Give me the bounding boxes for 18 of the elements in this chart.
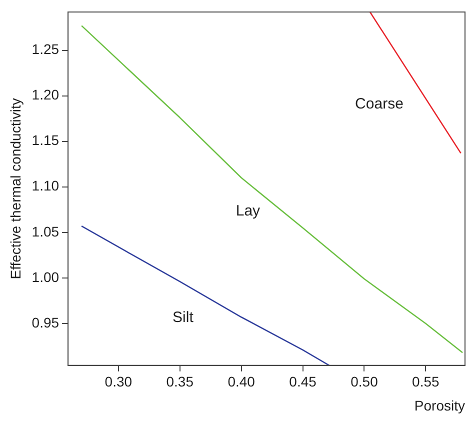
series-label: Coarse (355, 96, 404, 113)
x-tick-label: 0.55 (412, 374, 440, 390)
y-tick-label: 1.25 (32, 41, 60, 58)
y-tick-label: 0.95 (32, 314, 60, 330)
y-tick-label: 1.05 (32, 223, 60, 240)
y-tick-label: 1.20 (32, 86, 60, 103)
y-tick-label: 1.00 (32, 268, 60, 285)
x-tick-label: 0.40 (228, 374, 256, 390)
y-tick-label: 1.10 (32, 178, 60, 194)
x-tick-label: 0.45 (289, 374, 317, 390)
x-tick-label: 0.30 (104, 374, 132, 390)
x-tick-label: 0.35 (166, 374, 194, 390)
x-tick-label: 0.50 (350, 374, 378, 390)
y-tick-label: 1.15 (32, 132, 60, 148)
series-label: Lay (236, 202, 261, 220)
series-label: Silt (172, 308, 194, 326)
y-axis-title: Effective thermal conductivity (7, 98, 24, 280)
x-axis-title: Porosity (414, 397, 465, 414)
